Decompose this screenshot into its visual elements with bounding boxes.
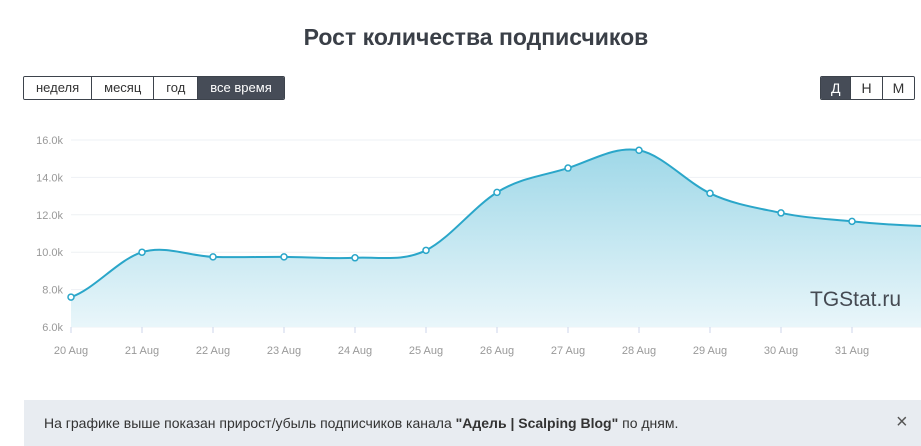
x-tick-label: 30 Aug xyxy=(764,345,798,357)
x-tick-label: 31 Aug xyxy=(835,345,869,357)
watermark: TGStat.ru xyxy=(810,288,902,311)
data-point xyxy=(777,209,785,217)
info-text: На графике выше показан прирост/убыль по… xyxy=(44,415,678,431)
data-point xyxy=(67,293,75,301)
x-tick-label: 24 Aug xyxy=(338,345,372,357)
x-tick-label: 29 Aug xyxy=(693,345,727,357)
y-tick-label: 14.0k xyxy=(36,172,63,184)
data-point xyxy=(209,253,217,261)
data-point xyxy=(422,246,430,255)
subscriber-growth-chart: 6.0k 8.0k 10.0k 12.0k 14.0k 16.0k 20 Aug 21 Aug… xyxy=(36,135,921,357)
y-tick-label: 10.0k xyxy=(36,247,63,259)
chart-title: Рост количества подписчиков xyxy=(303,24,649,50)
y-tick-label: 6.0k xyxy=(42,322,63,334)
x-tick-label: 26 Aug xyxy=(480,345,514,357)
channel-name: "Адель | Scalping Blog" xyxy=(455,415,619,431)
x-tick-label: 28 Aug xyxy=(622,345,656,357)
data-point xyxy=(706,189,714,198)
period-month-button[interactable]: М xyxy=(881,77,915,99)
data-point xyxy=(564,164,572,172)
range-year-button[interactable]: год xyxy=(153,77,198,99)
data-point xyxy=(635,146,643,155)
y-tick-label: 8.0k xyxy=(42,285,63,297)
data-point xyxy=(351,254,359,262)
x-tick-label: 21 Aug xyxy=(125,345,159,357)
range-month-button[interactable]: месяц xyxy=(91,77,154,99)
data-point xyxy=(848,217,856,226)
x-tick-label: 22 Aug xyxy=(196,345,230,357)
close-icon[interactable]: × xyxy=(896,411,908,433)
area-fill xyxy=(71,149,921,327)
range-week-button[interactable]: неделя xyxy=(24,77,92,99)
data-point xyxy=(138,248,146,256)
info-suffix: по дням. xyxy=(618,415,679,431)
data-point xyxy=(493,188,501,197)
range-all-time-button[interactable]: все время xyxy=(197,77,284,99)
info-prefix: На графике выше показан прирост/убыль по… xyxy=(44,415,456,431)
data-point xyxy=(280,253,288,261)
info-bar: На графике выше показан прирост/убыль по… xyxy=(24,400,921,446)
range-button-group: неделя месяц год все время xyxy=(23,76,285,100)
period-week-button[interactable]: Н xyxy=(850,77,882,99)
y-tick-label: 16.0k xyxy=(36,135,63,147)
x-tick-label: 27 Aug xyxy=(551,345,585,357)
period-day-button[interactable]: Д xyxy=(821,77,851,99)
x-tick-label: 25 Aug xyxy=(409,345,443,357)
period-button-group: Д Н М xyxy=(820,76,916,100)
x-tick-label: 23 Aug xyxy=(267,345,301,357)
y-tick-label: 12.0k xyxy=(36,210,63,222)
x-tick-label: 20 Aug xyxy=(54,345,88,357)
